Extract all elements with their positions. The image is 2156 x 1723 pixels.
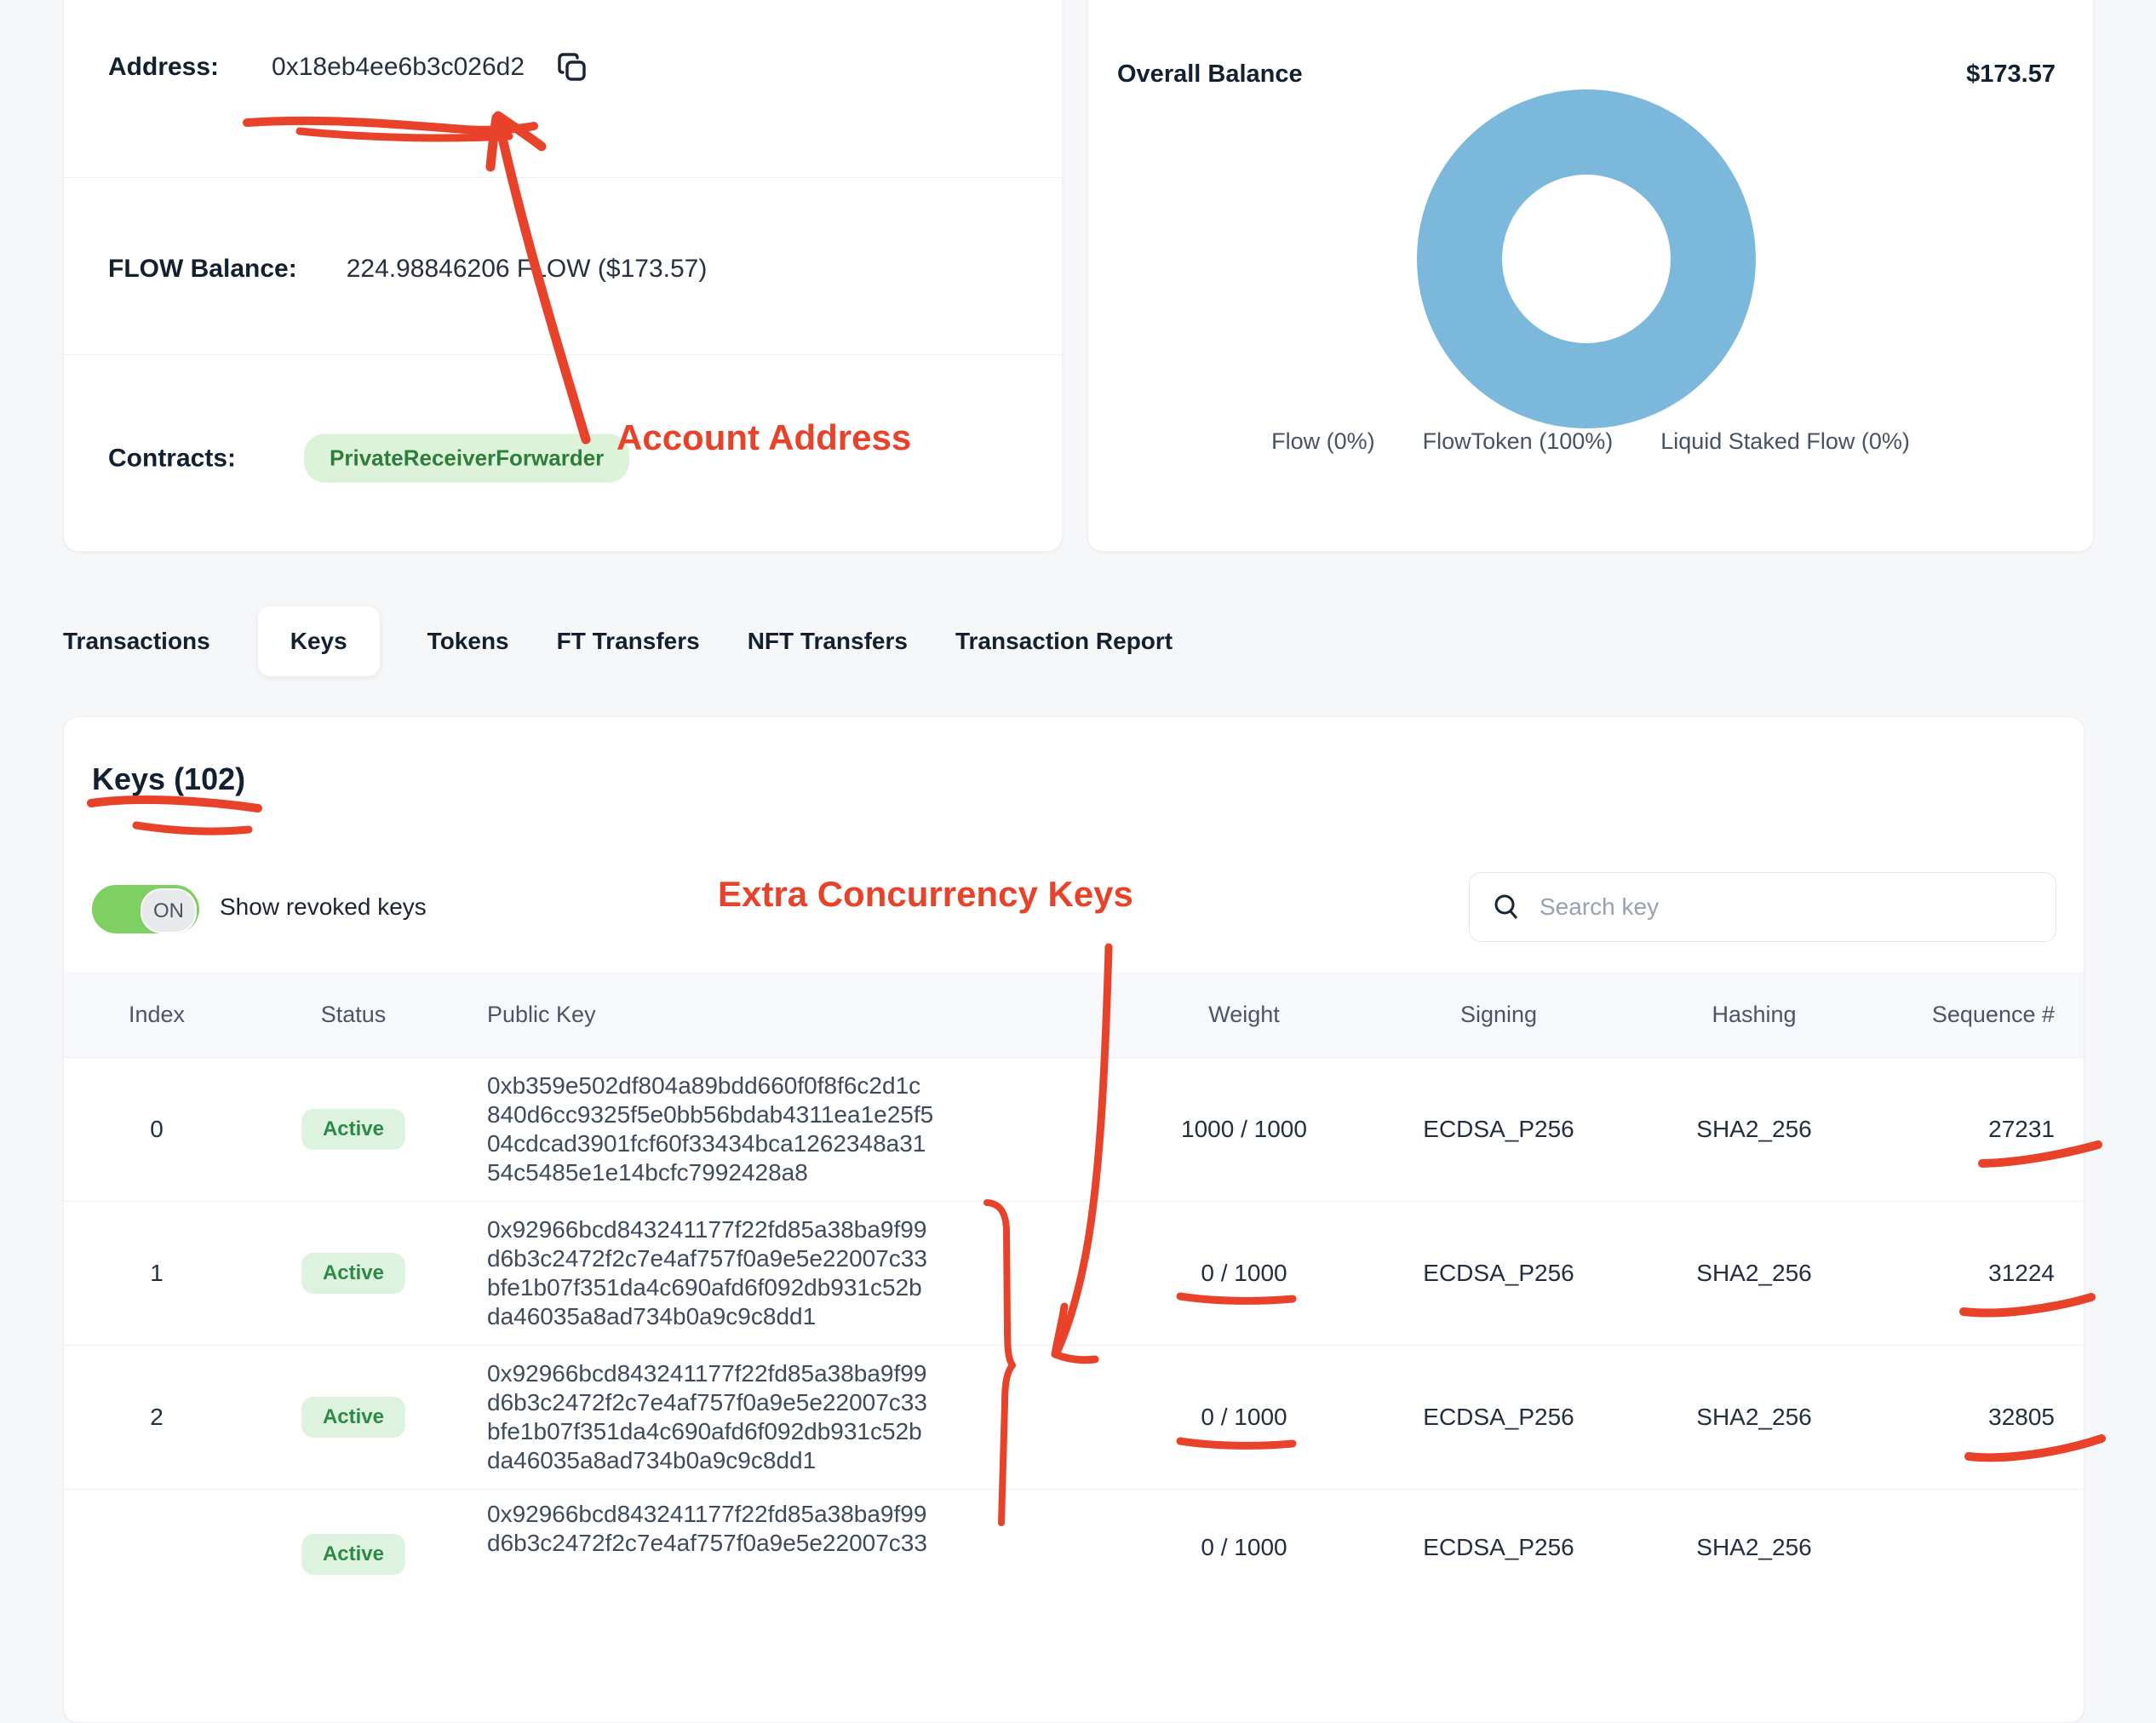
key-hashing: SHA2_256 — [1696, 1404, 1812, 1430]
balance-card-title: Overall Balance — [1117, 60, 1303, 88]
public-key-line: 0x92966bcd843241177f22fd85a38ba9f99 — [487, 1360, 927, 1387]
public-key-line: 0x92966bcd843241177f22fd85a38ba9f99 — [487, 1216, 927, 1243]
show-revoked-label: Show revoked keys — [220, 893, 427, 920]
search-input[interactable] — [1538, 893, 2056, 922]
keys-table: Index Status Public Key Weight Signing Hashin… — [64, 972, 2084, 1633]
copy-address-button[interactable] — [555, 50, 589, 84]
tab-transactions[interactable]: Transactions — [63, 628, 210, 654]
key-row: 2 Active 0x92966bcd843241177f22fd85a38ba9f… — [64, 1345, 2084, 1489]
tab-tokens[interactable]: Tokens — [427, 628, 509, 654]
status-badge: Active — [301, 1109, 406, 1150]
key-sequence: 27231 — [1988, 1116, 2055, 1142]
status-badge: Active — [301, 1534, 406, 1575]
keys-card: Keys (102) ON Show revoked keys Index Sta… — [63, 716, 2084, 1723]
column-header-weight: Weight — [1208, 1001, 1280, 1027]
column-header-index: Index — [128, 1001, 186, 1027]
key-sequence: 32805 — [1988, 1404, 2055, 1430]
key-row: Active 0x92966bcd843241177f22fd85a38ba9f9… — [64, 1489, 2084, 1633]
key-hashing: SHA2_256 — [1696, 1534, 1812, 1560]
key-status-cell: Active — [249, 1397, 457, 1438]
key-row: 0 Active 0xb359e502df804a89bdd660f0f8f6c2d… — [64, 1057, 2084, 1201]
public-key-line: da46035a8ad734b0a9c9c8dd1 — [487, 1447, 817, 1473]
key-status-cell: Active — [249, 1109, 457, 1150]
public-key-line: d6b3c2472f2c7e4af757f0a9e5e22007c33 — [487, 1389, 927, 1416]
keys-section-title: Keys (102) — [92, 761, 246, 796]
flow-balance-row: FLOW Balance: 224.98846206 FLOW ($173.57… — [108, 255, 707, 284]
overall-balance-card: Overall Balance $173.57 Flow (0%) FlowTok… — [1087, 0, 2094, 552]
key-search-box[interactable] — [1469, 872, 2056, 942]
balance-card-amount: $173.57 — [1966, 60, 2056, 88]
key-status-cell: Active — [249, 1534, 457, 1575]
column-header-public-key: Public Key — [487, 1001, 596, 1027]
tab-transaction-report[interactable]: Transaction Report — [955, 628, 1173, 654]
account-tabs: Transactions Keys Tokens FT Transfers NFT Tr… — [63, 606, 1173, 676]
key-weight: 0 / 1000 — [1201, 1260, 1287, 1286]
show-revoked-toggle[interactable]: ON — [92, 885, 199, 933]
column-header-hashing: Hashing — [1712, 1001, 1797, 1027]
address-label: Address: — [108, 53, 220, 81]
tab-ft-transfers[interactable]: FT Transfers — [556, 628, 700, 654]
key-weight: 0 / 1000 — [1201, 1404, 1287, 1430]
public-key-line: 54c5485e1e14bcfc7992428a8 — [487, 1159, 808, 1186]
key-signing: ECDSA_P256 — [1423, 1260, 1574, 1286]
keys-table-header: Index Status Public Key Weight Signing Hashin… — [64, 972, 2084, 1057]
key-weight: 0 / 1000 — [1201, 1534, 1287, 1560]
balance-donut-chart — [1417, 89, 1756, 428]
column-header-status: Status — [320, 1001, 387, 1027]
address-row: Address: 0x18eb4ee6b3c026d2 — [108, 50, 589, 84]
public-key-line: d6b3c2472f2c7e4af757f0a9e5e22007c33 — [487, 1530, 927, 1556]
keys-table-body: 0 Active 0xb359e502df804a89bdd660f0f8f6c2d… — [64, 1057, 2084, 1633]
key-row: 1 Active 0x92966bcd843241177f22fd85a38ba9f… — [64, 1201, 2084, 1345]
donut-legend: Flow (0%) FlowToken (100%) Liquid Staked F… — [1088, 428, 2093, 455]
public-key-line: 0xb359e502df804a89bdd660f0f8f6c2d1c — [487, 1072, 921, 1099]
legend-item-flowtoken: FlowToken (100%) — [1422, 428, 1614, 454]
public-key-line: 04cdcad3901fcf60f33434bca1262348a31 — [487, 1130, 926, 1157]
tab-nft-transfers[interactable]: NFT Transfers — [747, 628, 908, 654]
contracts-row: Contracts: PrivateReceiverForwarder — [108, 434, 630, 483]
key-signing: ECDSA_P256 — [1423, 1116, 1574, 1142]
key-index: 0 — [150, 1116, 163, 1142]
key-hashing: SHA2_256 — [1696, 1260, 1812, 1286]
tab-keys[interactable]: Keys — [257, 606, 380, 676]
column-header-signing: Signing — [1459, 1001, 1538, 1027]
flow-balance-label: FLOW Balance: — [108, 255, 297, 283]
key-signing: ECDSA_P256 — [1423, 1404, 1574, 1430]
public-key: 0x92966bcd843241177f22fd85a38ba9f99 d6b3c… — [457, 1490, 1130, 1571]
public-key-line: 0x92966bcd843241177f22fd85a38ba9f99 — [487, 1501, 927, 1527]
key-index: 1 — [150, 1260, 163, 1286]
account-info-card: Address: 0x18eb4ee6b3c026d2 FLOW Balance… — [63, 0, 1063, 552]
public-key: 0x92966bcd843241177f22fd85a38ba9f99 d6b3c… — [457, 1346, 1130, 1489]
key-weight: 1000 / 1000 — [1181, 1116, 1307, 1142]
copy-icon — [558, 53, 586, 81]
public-key-line: bfe1b07f351da4c690afd6f092db931c52b — [487, 1274, 922, 1301]
toggle-state-label: ON — [153, 899, 184, 922]
public-key-line: bfe1b07f351da4c690afd6f092db931c52b — [487, 1418, 922, 1444]
address-value: 0x18eb4ee6b3c026d2 — [272, 53, 525, 81]
toggle-knob[interactable]: ON — [140, 888, 197, 933]
flow-balance-value: 224.98846206 FLOW ($173.57) — [346, 255, 708, 283]
search-icon — [1494, 894, 1518, 919]
key-sequence: 31224 — [1988, 1260, 2055, 1286]
legend-item-flow: Flow (0%) — [1271, 428, 1375, 454]
key-hashing: SHA2_256 — [1696, 1116, 1812, 1142]
public-key-line: da46035a8ad734b0a9c9c8dd1 — [487, 1303, 817, 1330]
status-badge: Active — [301, 1253, 406, 1294]
contract-badge[interactable]: PrivateReceiverForwarder — [304, 434, 630, 483]
public-key: 0x92966bcd843241177f22fd85a38ba9f99 d6b3c… — [457, 1202, 1130, 1345]
key-signing: ECDSA_P256 — [1423, 1534, 1574, 1560]
divider — [64, 177, 1062, 178]
key-status-cell: Active — [249, 1253, 457, 1294]
public-key-line: d6b3c2472f2c7e4af757f0a9e5e22007c33 — [487, 1245, 927, 1272]
column-header-sequence-: Sequence # — [1931, 1001, 2055, 1027]
status-badge: Active — [301, 1397, 406, 1438]
legend-item-liquid-staked-flow: Liquid Staked Flow (0%) — [1660, 428, 1910, 454]
key-index: 2 — [150, 1404, 163, 1430]
public-key-line: 840d6cc9325f5e0bb56bdab4311ea1e25f5 — [487, 1101, 934, 1128]
divider — [64, 354, 1062, 355]
public-key: 0xb359e502df804a89bdd660f0f8f6c2d1c 840d6… — [457, 1058, 1130, 1201]
contracts-label: Contracts: — [108, 444, 237, 472]
